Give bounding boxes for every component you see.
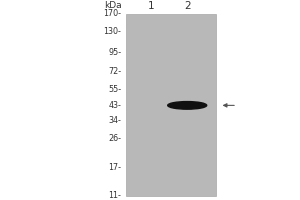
Text: 1: 1	[148, 1, 154, 11]
Text: 170-: 170-	[103, 9, 122, 19]
Text: 95-: 95-	[108, 48, 122, 57]
Text: 43-: 43-	[109, 101, 122, 110]
Text: kDa: kDa	[104, 1, 122, 10]
Text: 17-: 17-	[109, 163, 122, 172]
FancyBboxPatch shape	[126, 14, 216, 196]
Text: 2: 2	[184, 1, 190, 11]
Ellipse shape	[168, 102, 207, 109]
Text: 11-: 11-	[109, 192, 122, 200]
Text: 72-: 72-	[108, 67, 122, 76]
Text: 34-: 34-	[109, 116, 122, 125]
Text: 26-: 26-	[109, 134, 122, 143]
Text: 55-: 55-	[108, 85, 122, 94]
Text: 130-: 130-	[103, 27, 122, 36]
